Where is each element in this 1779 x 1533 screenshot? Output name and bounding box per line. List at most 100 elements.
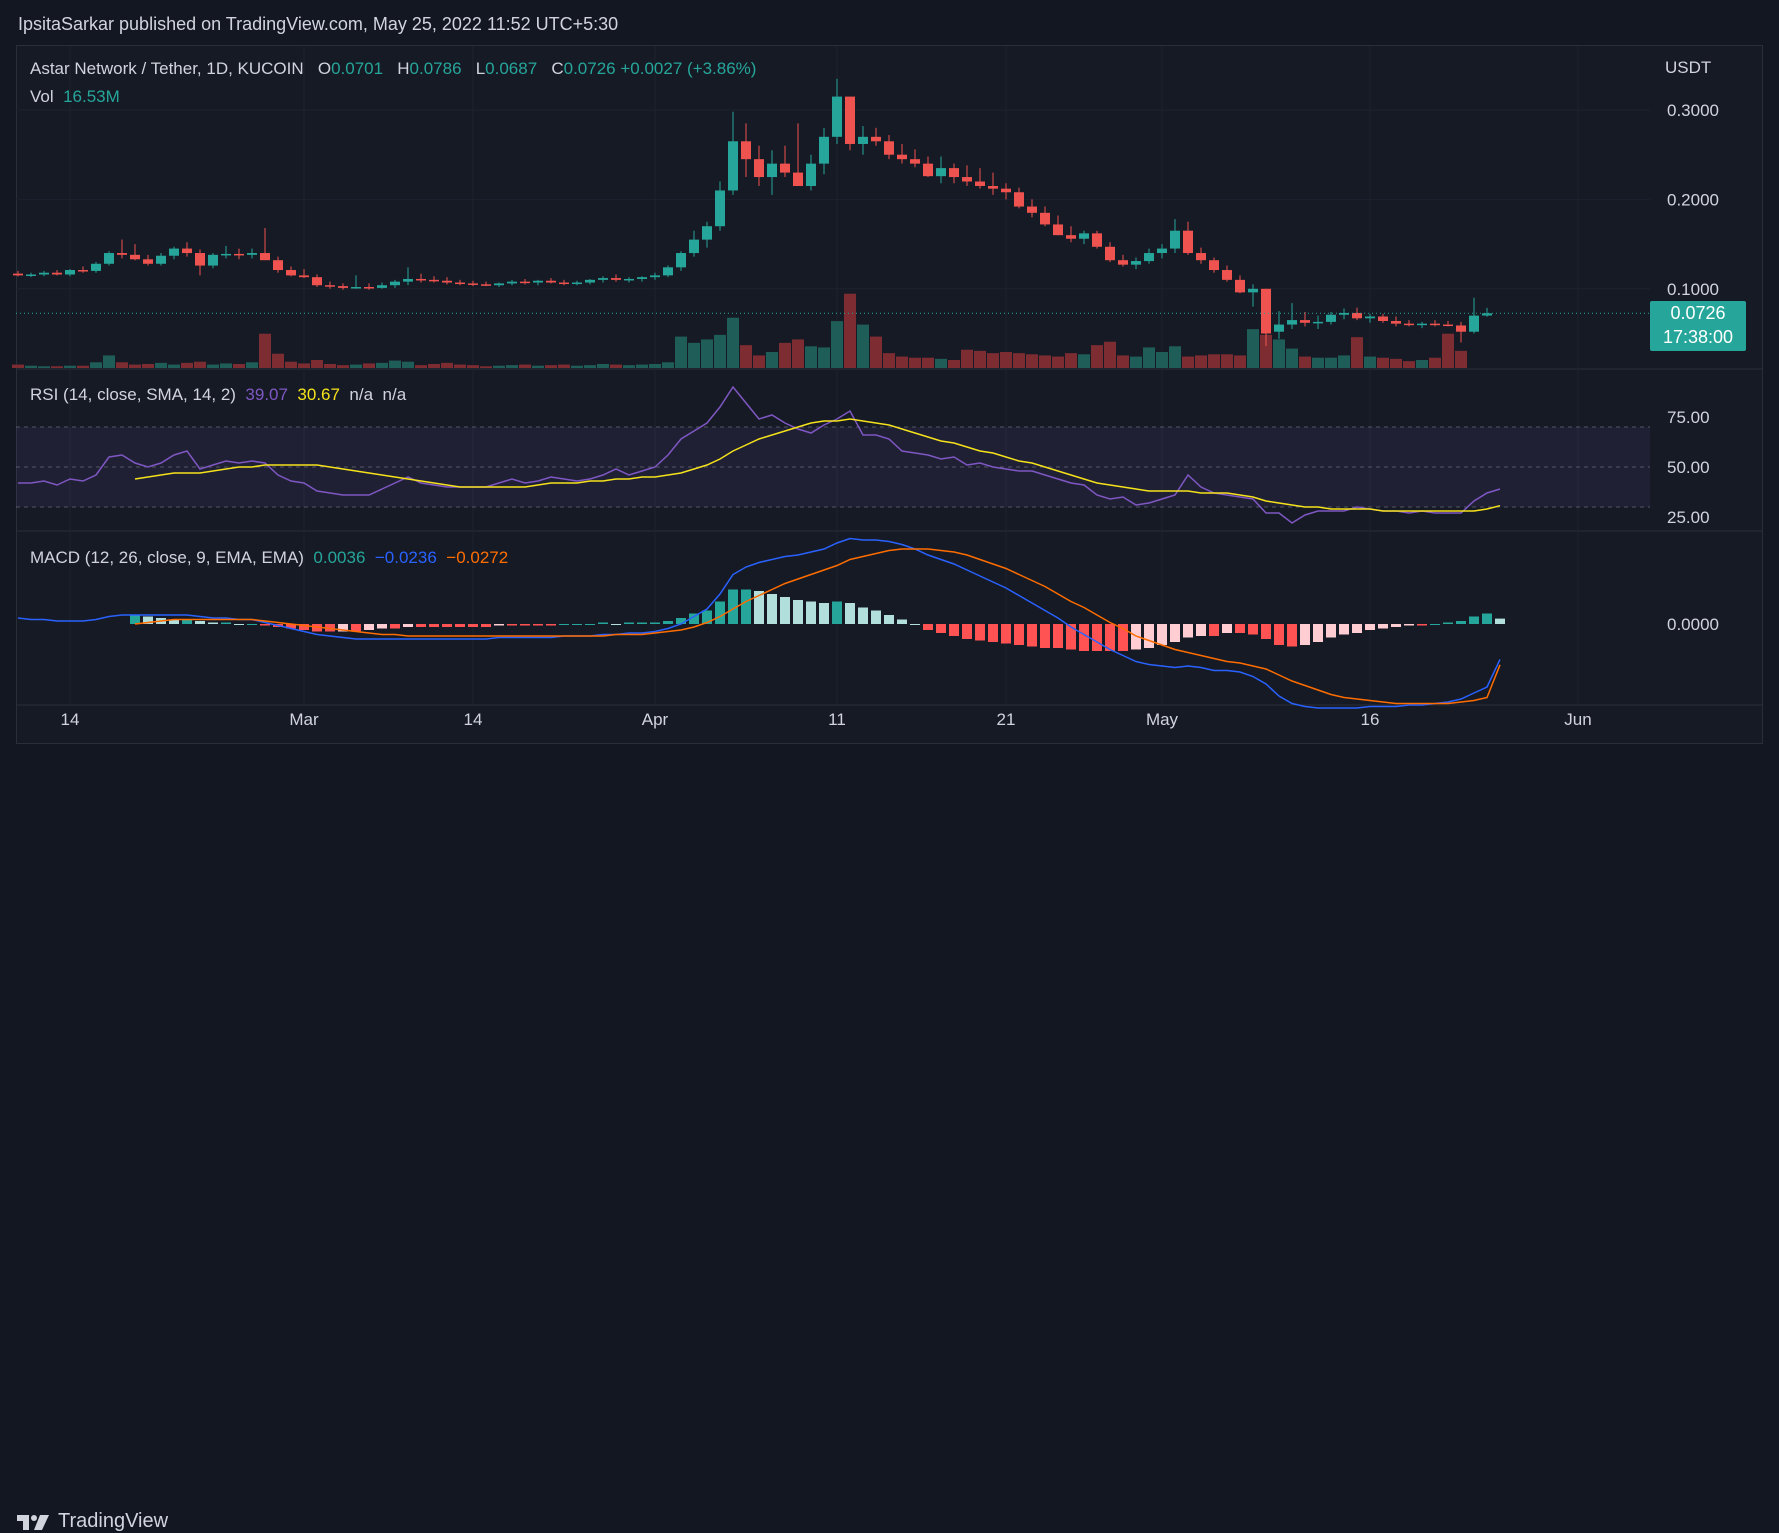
candle-body [546, 280, 556, 283]
candle-body [1157, 248, 1167, 254]
macd-legend[interactable]: MACD (12, 26, close, 9, EMA, EMA) 0.0036… [30, 548, 508, 568]
macd-histogram-bar [1066, 624, 1076, 650]
candle-body [507, 281, 517, 284]
candle-body [312, 277, 322, 286]
macd-histogram-bar [481, 624, 491, 627]
volume-bar [155, 362, 167, 368]
macd-histogram-bar [676, 618, 686, 624]
rsi-sma-line [134, 418, 1501, 512]
volume-bar [532, 365, 544, 368]
volume-bar [1000, 352, 1012, 368]
candle-body [533, 280, 543, 283]
volume-bar [324, 364, 336, 368]
candle-body [13, 273, 23, 276]
candle-body [871, 136, 881, 142]
macd-hist-value: 0.0036 [313, 548, 366, 567]
rsi-value: 39.07 [245, 385, 288, 404]
volume-bar [831, 321, 843, 368]
candle-body [195, 253, 205, 266]
macd-histogram-bar [1235, 624, 1245, 633]
macd-histogram-bar [1014, 624, 1024, 645]
candle-body [650, 275, 660, 278]
tradingview-logo[interactable]: TradingView [16, 1510, 168, 1533]
candle-body [936, 168, 946, 177]
macd-histogram-bar [884, 615, 894, 624]
macd-histogram-bar [1157, 624, 1167, 645]
candle-body [182, 248, 192, 254]
candle-body [1027, 206, 1037, 213]
chart-canvas[interactable]: USDT 0.3000 0.2000 0.1000 75.00 50.00 25.00 0.0… [0, 0, 1779, 800]
volume-bar [1273, 339, 1285, 368]
candles [13, 78, 1650, 347]
volume-bar [1091, 345, 1103, 368]
macd-histogram-bar [468, 624, 478, 627]
symbol-title[interactable]: Astar Network / Tether, 1D, KUCOIN [30, 59, 304, 78]
footer: TradingView [0, 752, 1779, 1532]
volume-bar [480, 366, 492, 368]
volume-bar [376, 362, 388, 368]
macd-histogram-bar [832, 601, 842, 624]
candle-body [1196, 253, 1206, 261]
candle-body [741, 141, 751, 160]
time-axis-label: Jun [1564, 710, 1591, 729]
volume-bar [714, 334, 726, 368]
macd-histogram-bar [1326, 624, 1336, 638]
macd-histogram-bar [793, 600, 803, 624]
candle-body [1131, 261, 1141, 265]
volume-bar [818, 347, 830, 368]
candle-body [299, 275, 309, 278]
candle-body [390, 281, 400, 286]
time-axis-label: May [1146, 710, 1179, 729]
macd-histogram-bar [702, 610, 712, 624]
macd-value: −0.0236 [374, 548, 437, 567]
close-value: 0.0726 [563, 59, 616, 78]
candle-body [468, 283, 478, 285]
rsi-tick-label: 25.00 [1667, 508, 1710, 527]
volume-legend[interactable]: Vol 16.53M [30, 87, 120, 107]
macd-histogram-bar [377, 624, 387, 629]
rsi-legend[interactable]: RSI (14, close, SMA, 14, 2) 39.07 30.67 … [30, 385, 406, 405]
candle-body [975, 181, 985, 186]
macd-histogram-bar [637, 622, 647, 624]
candle-body [1261, 288, 1271, 334]
macd-signal-value: −0.0272 [446, 548, 509, 567]
candle-body [403, 278, 413, 282]
macd-histogram-bar [442, 624, 452, 627]
macd-histogram-bar [1300, 624, 1310, 645]
volume-bar [285, 361, 297, 368]
volume-bar [1143, 347, 1155, 368]
volume-bar [493, 365, 505, 368]
volume-bar [90, 362, 102, 368]
volume-bar [961, 349, 973, 368]
volume-bar [896, 356, 908, 368]
candle-body [910, 159, 920, 164]
macd-histogram-bar [1261, 624, 1271, 639]
macd-histogram-bar [130, 615, 140, 624]
time-axis-label: 16 [1361, 710, 1380, 729]
volume-bar [1403, 361, 1415, 368]
macd-histogram-bar [767, 594, 777, 624]
macd-histogram-bar [221, 622, 231, 624]
candle-body [1144, 253, 1154, 262]
candle-body [858, 136, 868, 144]
candle-body [416, 278, 426, 281]
symbol-legend[interactable]: Astar Network / Tether, 1D, KUCOIN O0.07… [30, 59, 756, 79]
candle-body [897, 154, 907, 160]
macd-histogram-bar [871, 610, 881, 624]
candle-body [65, 270, 75, 275]
candle-body [1079, 233, 1089, 239]
candle-body [1352, 312, 1362, 319]
volume-bar [623, 365, 635, 368]
volume-bar [662, 362, 674, 368]
candle-body [39, 272, 49, 275]
candle-body [572, 282, 582, 285]
candle-body [1183, 230, 1193, 254]
candle-body [728, 141, 738, 191]
macd-histogram-bar [1365, 624, 1375, 630]
candle-body [1313, 321, 1323, 324]
time-axis-label: Apr [642, 710, 669, 729]
volume-bar [922, 357, 934, 368]
macd-histogram-bar [1391, 624, 1401, 627]
macd-histogram-bar [962, 624, 972, 639]
volume-bar [935, 358, 947, 368]
